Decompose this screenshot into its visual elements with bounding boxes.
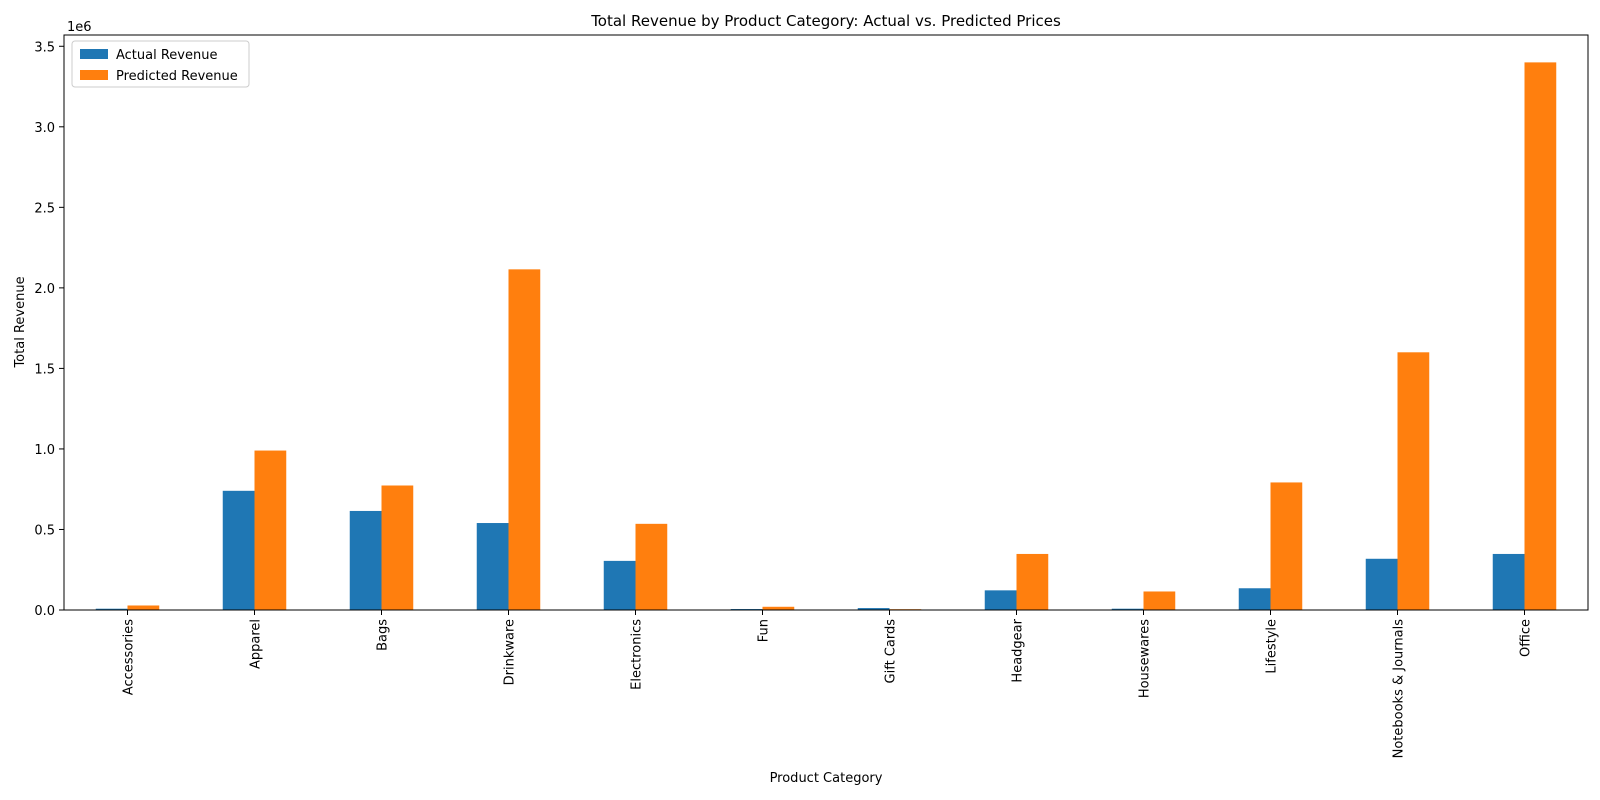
x-tick-label: Gift Cards [884, 619, 899, 684]
x-tick-label: Bags [376, 619, 391, 651]
y-tick-label: 2.0 [34, 282, 55, 297]
x-axis-label: Product Category [770, 771, 883, 786]
bar-predicted-lifestyle [1270, 482, 1303, 610]
bar-predicted-notebooks-journals [1397, 352, 1430, 610]
bars-layer [95, 62, 1557, 610]
legend-label-actual: Actual Revenue [116, 48, 217, 63]
bar-predicted-electronics [635, 523, 668, 610]
y-tick-label: 3.5 [34, 40, 55, 55]
x-tick-label: Accessories [122, 619, 137, 695]
x-ticks: Accessories Apparel Bags Drinkware Electroni… [122, 610, 1534, 758]
y-tick-label: 1.5 [34, 362, 55, 377]
bar-actual-housewares [1111, 608, 1144, 610]
y-ticks: 0.0 0.5 1.0 1.5 2.0 2.5 3.0 3.5 [34, 40, 64, 619]
bar-predicted-drinkware [508, 269, 541, 610]
bar-actual-office [1492, 553, 1525, 610]
bar-actual-notebooks-journals [1365, 558, 1398, 610]
y-tick-label: 0.0 [34, 604, 55, 619]
x-tick-label: Lifestyle [1265, 619, 1280, 674]
x-tick-label: Fun [757, 619, 772, 642]
x-tick-label: Notebooks & Journals [1392, 619, 1407, 759]
bar-actual-drinkware [476, 523, 509, 610]
bar-predicted-housewares [1143, 591, 1176, 610]
bar-predicted-headgear [1016, 553, 1049, 610]
legend: Actual Revenue Predicted Revenue [71, 40, 250, 88]
y-tick-label: 2.5 [34, 201, 55, 216]
bar-actual-gift-cards [857, 608, 890, 610]
x-tick-label: Electronics [630, 619, 645, 690]
bar-predicted-bags [381, 485, 414, 610]
x-tick-label: Housewares [1138, 619, 1153, 698]
bar-actual-accessories [95, 608, 128, 610]
legend-box [71, 40, 250, 88]
bar-actual-apparel [222, 490, 255, 610]
x-tick-label: Headgear [1011, 618, 1026, 682]
bar-actual-lifestyle [1238, 588, 1271, 610]
legend-label-predicted: Predicted Revenue [116, 69, 238, 84]
bar-predicted-fun [762, 606, 795, 610]
legend-swatch-actual [80, 49, 108, 59]
y-tick-label: 0.5 [34, 523, 55, 538]
x-tick-label: Drinkware [503, 619, 518, 685]
bar-predicted-apparel [254, 450, 287, 610]
x-tick-label: Apparel [249, 619, 264, 669]
plot-area-frame [63, 34, 1589, 611]
bar-actual-headgear [984, 590, 1017, 610]
y-axis-label: Total Revenue [13, 276, 28, 368]
y-tick-label: 1.0 [34, 443, 55, 458]
chart-title: Total Revenue by Product Category: Actua… [590, 12, 1061, 30]
x-tick-label: Office [1519, 619, 1534, 657]
bar-predicted-accessories [127, 605, 160, 610]
legend-swatch-predicted [80, 70, 108, 80]
bar-predicted-office [1524, 62, 1557, 610]
bar-actual-electronics [603, 560, 636, 610]
bar-actual-bags [349, 510, 382, 610]
y-axis-offset-label: 1e6 [67, 20, 92, 35]
y-tick-label: 3.0 [34, 121, 55, 136]
